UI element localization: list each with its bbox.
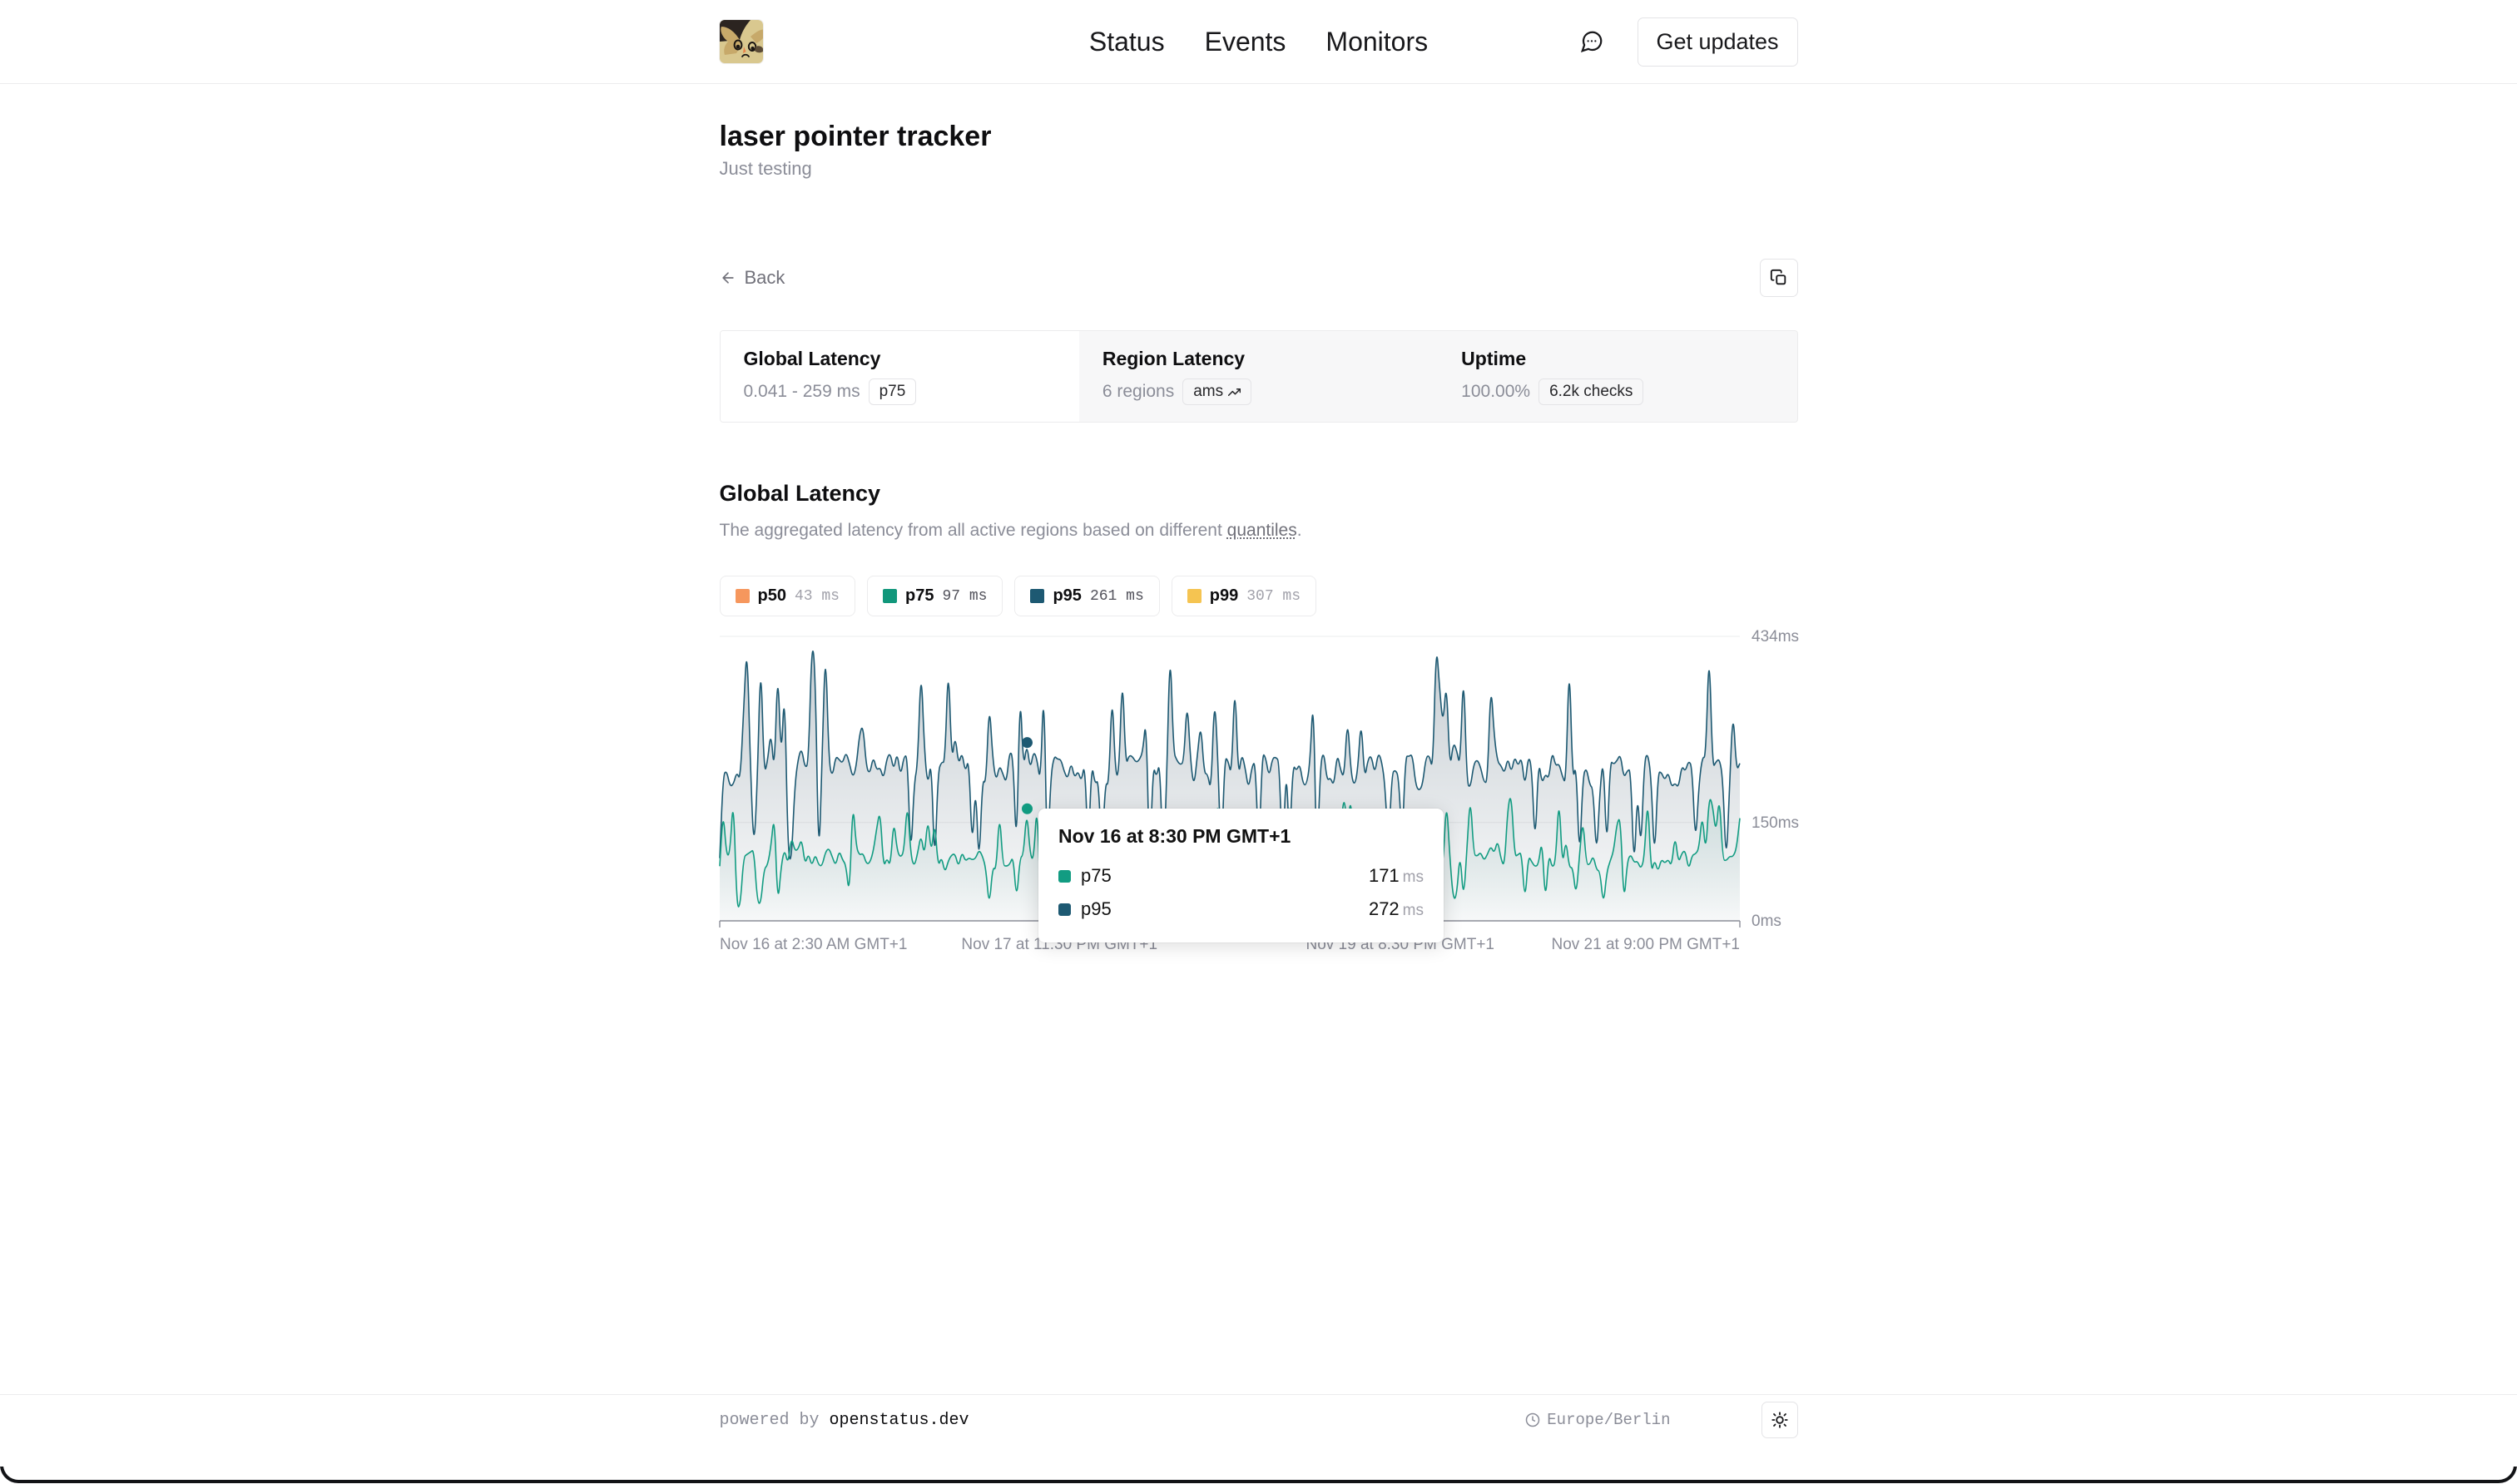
svg-text:0ms: 0ms: [1751, 913, 1781, 930]
svg-text:150ms: 150ms: [1751, 814, 1799, 832]
svg-text:434ms: 434ms: [1751, 628, 1799, 646]
svg-text:Nov 16 at 2:30 AM GMT+1: Nov 16 at 2:30 AM GMT+1: [720, 936, 907, 953]
svg-text:Nov 21 at 9:00 PM GMT+1: Nov 21 at 9:00 PM GMT+1: [1551, 936, 1740, 953]
